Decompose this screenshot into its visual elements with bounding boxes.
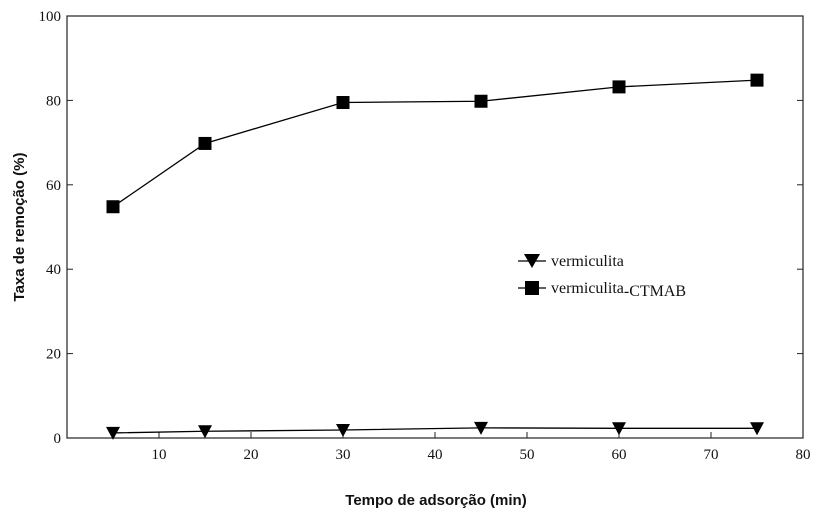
y-tick-label: 100 (39, 9, 62, 25)
x-tick-label: 50 (520, 447, 535, 463)
y-tick-label: 20 (46, 347, 61, 363)
svg-text:vermiculita-CTMAB: vermiculita-CTMAB (551, 280, 686, 300)
x-tick-label: 30 (336, 447, 351, 463)
data-point-vermiculita-ctmab (474, 94, 488, 108)
y-tick-label: 0 (54, 431, 62, 447)
legend-label-vermiculita: vermiculita (551, 253, 624, 270)
data-point-vermiculita (106, 426, 120, 440)
legend-marker-vermiculita (524, 254, 540, 268)
legend: vermiculita vermiculita-CTMAB (518, 253, 686, 300)
data-point-vermiculita (750, 422, 764, 436)
x-tick-label: 60 (612, 447, 627, 463)
plot-frame (66, 15, 804, 439)
x-axis-ticks: 10 20 30 40 50 60 70 80 (152, 432, 811, 463)
y-axis-title: Taxa de remoção (%) (11, 153, 28, 302)
y-axis-ticks: 0 20 40 60 80 100 (39, 9, 803, 447)
data-point-vermiculita (612, 422, 626, 436)
x-tick-label: 20 (244, 447, 259, 463)
x-tick-label: 80 (796, 447, 811, 463)
y-tick-label: 40 (46, 262, 61, 278)
legend-entry-vermiculita: vermiculita (518, 253, 624, 270)
legend-label-vermiculita-ctmab-suffix: CTMAB (629, 283, 686, 300)
data-point-vermiculita (198, 425, 212, 439)
data-point-vermiculita-ctmab (612, 80, 626, 94)
data-point-vermiculita (474, 421, 488, 435)
data-point-vermiculita-ctmab (106, 200, 120, 214)
y-tick-label: 80 (46, 93, 61, 109)
x-tick-label: 10 (152, 447, 167, 463)
legend-label-vermiculita-ctmab-base: vermiculita (551, 280, 624, 297)
y-tick-label: 60 (46, 178, 61, 194)
x-tick-label: 70 (704, 447, 719, 463)
series-vermiculita-ctmab (106, 73, 764, 214)
data-point-vermiculita-ctmab (750, 73, 764, 87)
series-layer (106, 73, 764, 440)
series-vermiculita (106, 421, 764, 440)
series-line-vermiculita (112, 427, 757, 434)
x-tick-label: 40 (428, 447, 443, 463)
legend-entry-vermiculita-ctmab: vermiculita-CTMAB (518, 280, 686, 300)
data-point-vermiculita (336, 423, 350, 437)
data-point-vermiculita-ctmab (336, 96, 350, 110)
data-point-vermiculita-ctmab (198, 136, 212, 150)
series-line-vermiculita-ctmab (112, 79, 758, 208)
legend-marker-vermiculita-ctmab (525, 281, 539, 295)
legend-label-vermiculita-ctmab-dash: - (624, 283, 629, 300)
x-axis-title: Tempo de adsorção (min) (345, 492, 526, 509)
